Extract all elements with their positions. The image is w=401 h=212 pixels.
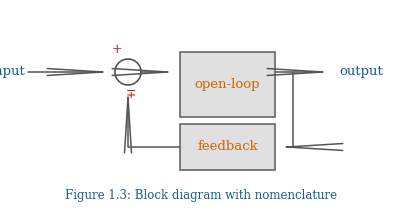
Text: +: + bbox=[111, 43, 122, 56]
Text: ∓: ∓ bbox=[126, 88, 136, 101]
Circle shape bbox=[115, 59, 141, 85]
Text: open-loop: open-loop bbox=[194, 78, 259, 91]
Bar bbox=[180, 52, 274, 117]
Text: Figure 1.3: Block diagram with nomenclature: Figure 1.3: Block diagram with nomenclat… bbox=[65, 189, 336, 202]
Text: output: output bbox=[338, 66, 382, 78]
Text: input: input bbox=[0, 66, 25, 78]
Bar bbox=[180, 124, 274, 170]
Text: feedback: feedback bbox=[196, 141, 257, 153]
